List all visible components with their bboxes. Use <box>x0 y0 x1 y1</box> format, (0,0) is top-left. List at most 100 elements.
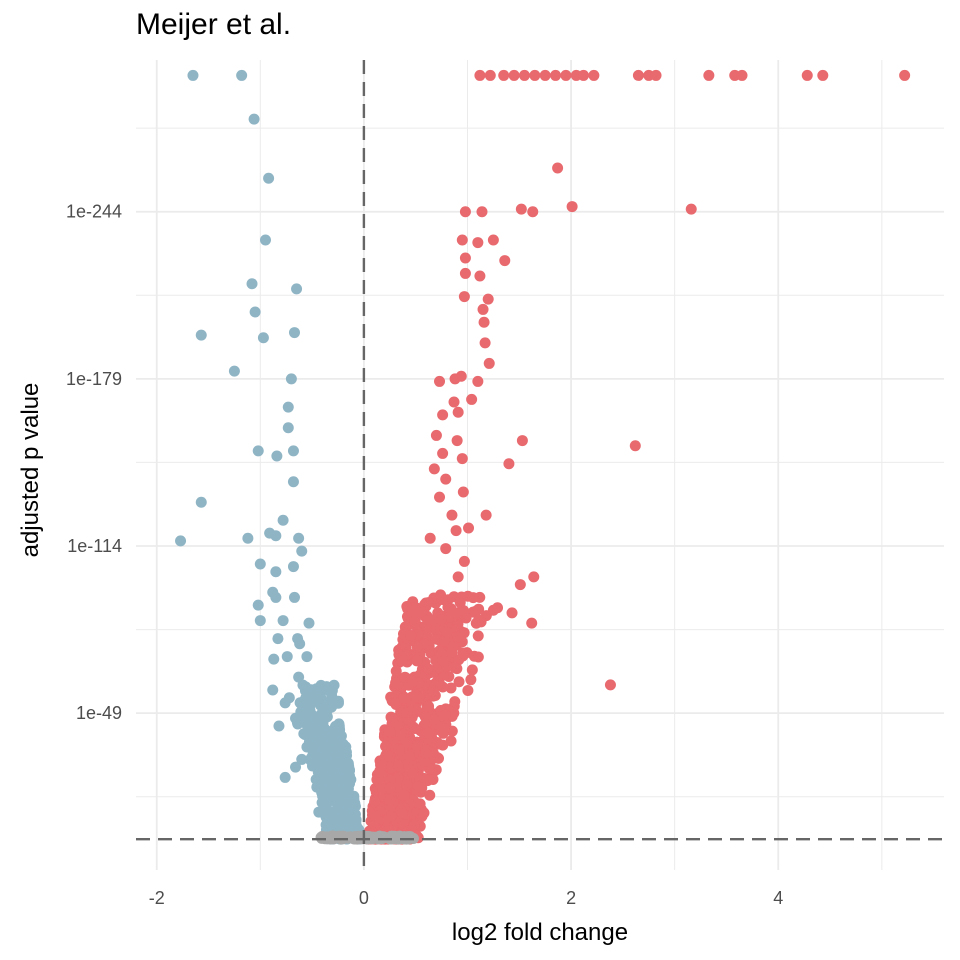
up-point <box>604 679 616 691</box>
down-point <box>298 728 310 740</box>
down-point <box>290 712 302 724</box>
up-cloud-point <box>384 774 396 786</box>
up-point <box>446 509 458 521</box>
up-cloud-point <box>384 782 396 794</box>
down-point <box>281 651 293 663</box>
up-point <box>498 69 510 81</box>
down-point <box>175 535 187 547</box>
down-cloud-point <box>332 738 344 750</box>
down-point <box>301 651 313 663</box>
up-point <box>459 252 471 264</box>
down-cloud-point <box>300 713 312 725</box>
up-cloud-point <box>398 789 410 801</box>
point-cloud-layer <box>291 590 492 845</box>
down-cloud-point <box>313 806 325 818</box>
up-point <box>459 267 471 279</box>
up-cloud-point <box>369 810 381 822</box>
up-cloud-point <box>438 723 450 735</box>
down-cloud-point <box>304 754 316 766</box>
up-cloud-point <box>398 692 410 704</box>
up-cloud-point <box>441 626 453 638</box>
up-cloud-point <box>401 737 413 749</box>
down-point <box>267 586 279 598</box>
up-cloud-point <box>423 700 435 712</box>
up-cloud-point <box>462 684 474 696</box>
up-point <box>454 597 466 609</box>
up-cloud-point <box>453 676 465 688</box>
up-cloud-point <box>385 711 397 723</box>
ns-point <box>403 831 415 843</box>
ns-point <box>365 832 377 844</box>
up-cloud-point <box>431 736 443 748</box>
down-point <box>273 720 285 732</box>
up-cloud-point <box>407 768 419 780</box>
up-point <box>578 69 590 81</box>
up-point <box>632 69 644 81</box>
up-cloud-point <box>401 601 413 613</box>
down-point <box>270 566 282 578</box>
up-cloud-point <box>427 774 439 786</box>
up-point <box>703 69 715 81</box>
up-cloud-point <box>403 750 415 762</box>
down-cloud-point <box>320 819 332 831</box>
down-point <box>252 599 264 611</box>
down-point <box>259 234 271 246</box>
down-cloud-point <box>343 763 355 775</box>
down-point <box>248 113 260 125</box>
up-cloud-point <box>422 663 434 675</box>
down-point <box>288 591 300 603</box>
up-cloud-point <box>467 592 479 604</box>
up-point <box>516 435 528 447</box>
up-point <box>529 69 541 81</box>
y-tick-label: 1e-244 <box>66 202 122 222</box>
up-cloud-point <box>380 740 392 752</box>
down-cloud-point <box>300 681 312 693</box>
up-point <box>518 69 530 81</box>
down-point <box>285 373 297 385</box>
down-point <box>264 527 276 539</box>
up-cloud-point <box>409 616 421 628</box>
down-cloud-point <box>332 696 344 708</box>
up-cloud-point <box>423 613 435 625</box>
up-cloud-point <box>418 807 430 819</box>
up-point <box>506 607 518 619</box>
up-cloud-point <box>398 819 410 831</box>
up-point <box>457 486 469 498</box>
down-cloud-point <box>333 773 345 785</box>
up-point <box>451 435 463 447</box>
down-cloud-point <box>337 816 349 828</box>
reference-lines <box>136 60 944 870</box>
up-point <box>440 543 452 555</box>
up-point <box>452 571 464 583</box>
up-cloud-point <box>416 782 428 794</box>
down-point <box>291 283 303 295</box>
down-point <box>293 671 305 683</box>
down-point <box>268 653 280 665</box>
ns-point <box>343 831 355 843</box>
ns-point <box>315 831 327 843</box>
up-cloud-point <box>466 664 478 676</box>
up-point <box>539 69 551 81</box>
down-cloud-point <box>326 808 338 820</box>
down-point <box>254 558 266 570</box>
up-cloud-point <box>390 697 402 709</box>
up-cloud-point <box>393 744 405 756</box>
up-point <box>440 473 452 485</box>
up-point <box>430 429 442 441</box>
up-point <box>588 69 600 81</box>
down-point <box>290 761 302 773</box>
down-point <box>293 532 305 544</box>
up-cloud-point <box>472 651 484 663</box>
up-cloud-point <box>435 614 447 626</box>
up-point <box>514 579 526 591</box>
up-point <box>801 69 813 81</box>
up-cloud-point <box>411 740 423 752</box>
down-point <box>277 615 289 627</box>
up-point <box>492 602 504 614</box>
down-cloud-point <box>315 679 327 691</box>
up-cloud-point <box>385 810 397 822</box>
up-point <box>435 589 447 601</box>
down-point <box>228 365 240 377</box>
down-point <box>242 532 254 544</box>
